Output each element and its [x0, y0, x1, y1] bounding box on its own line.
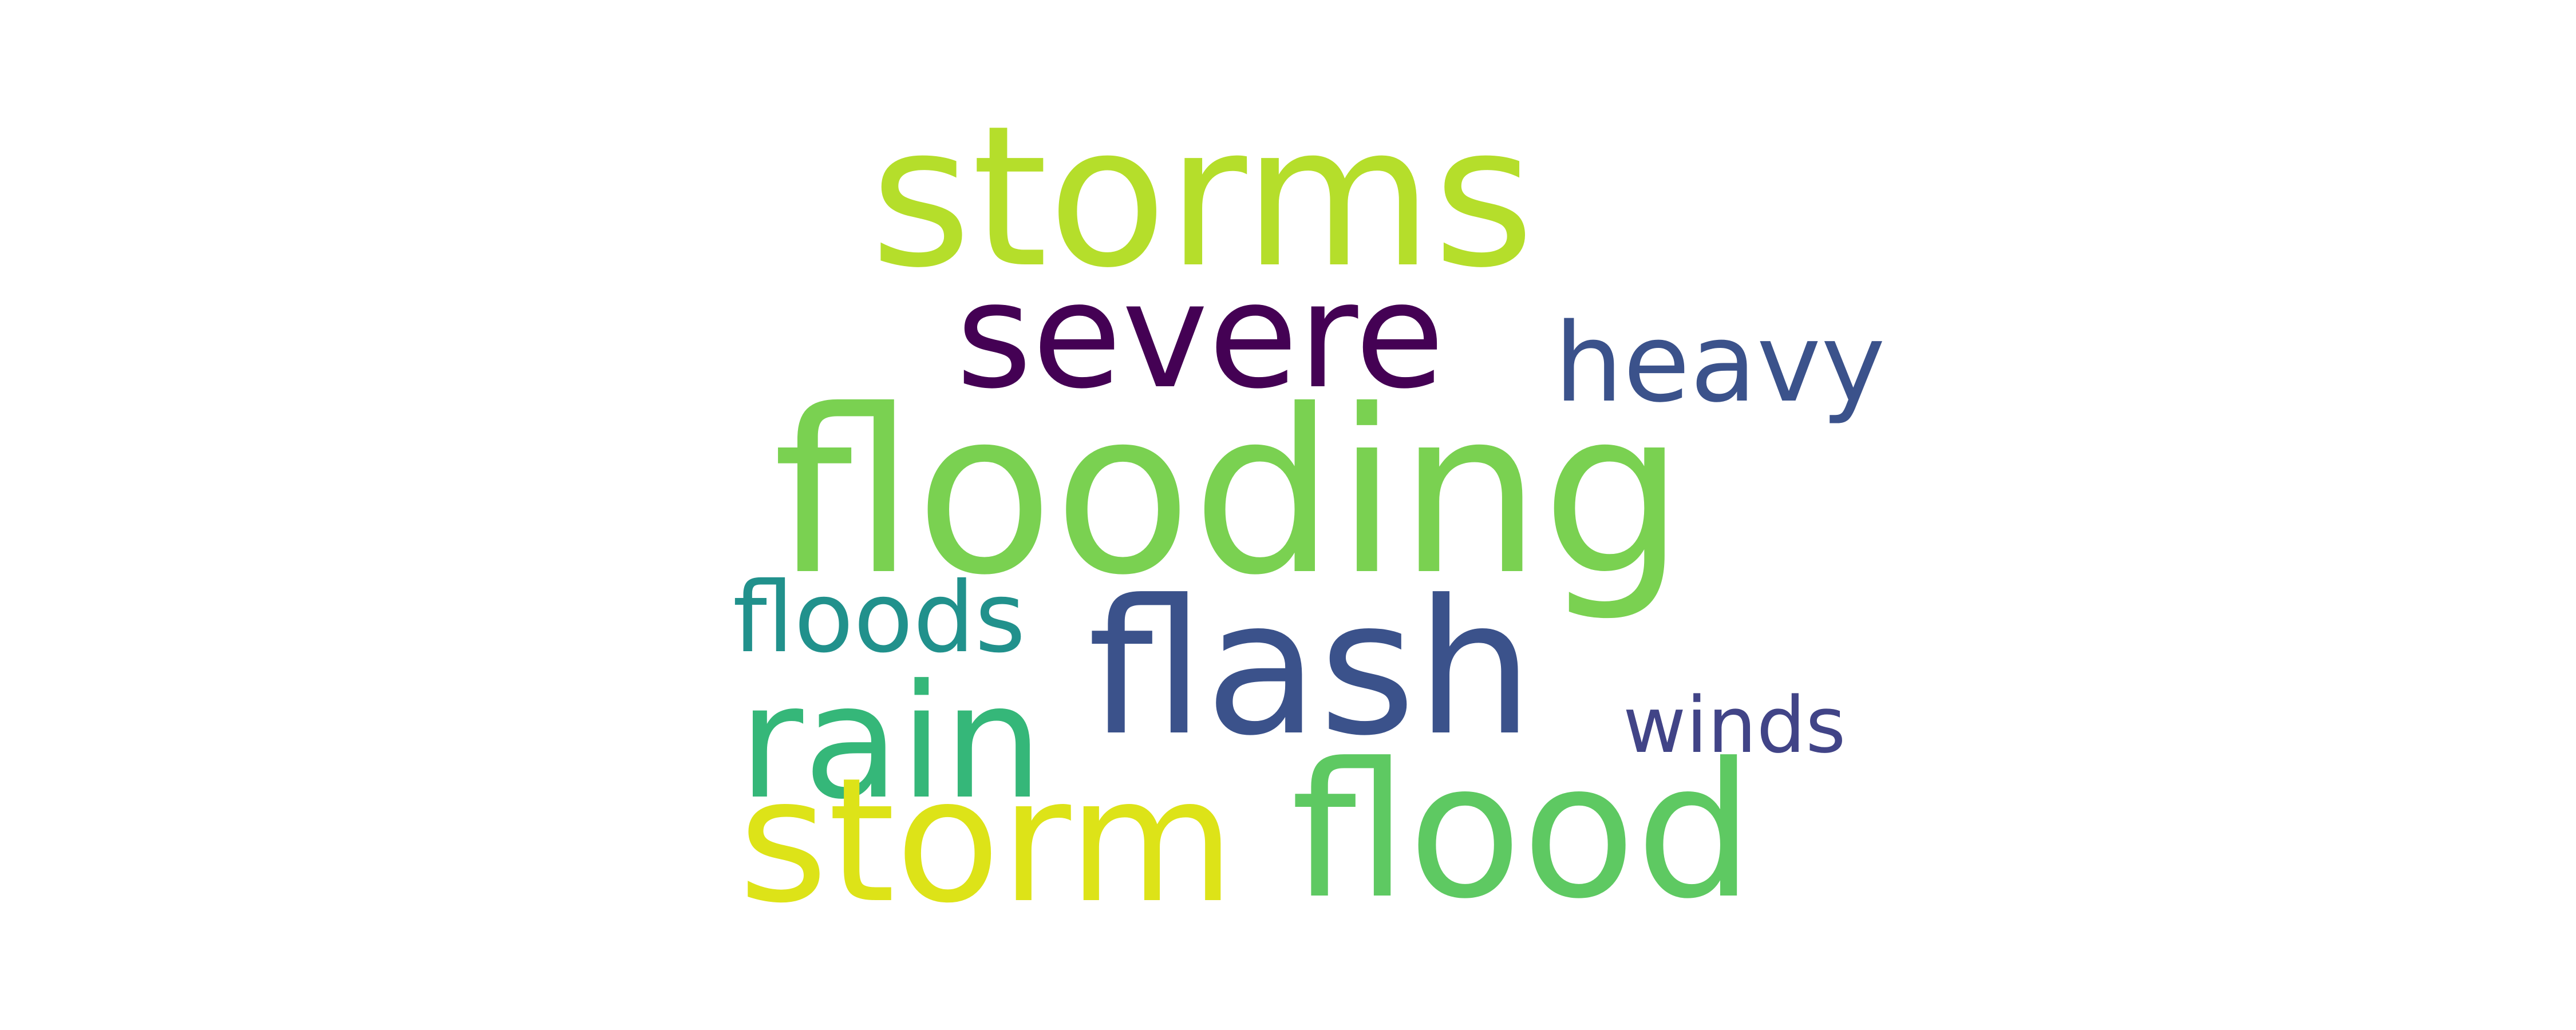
word-winds: winds — [1623, 680, 1846, 770]
word-floods: floods — [733, 561, 1026, 675]
word-flooding: flooding — [773, 362, 1685, 625]
word-flood: flood — [1291, 723, 1754, 940]
word-storm: storm — [738, 741, 1235, 941]
word-heavy: heavy — [1554, 300, 1886, 426]
word-storms: storms — [870, 84, 1535, 311]
word-flash: flash — [1088, 560, 1534, 777]
word-rain: rain — [738, 651, 1044, 834]
word-severe: severe — [956, 251, 1445, 421]
